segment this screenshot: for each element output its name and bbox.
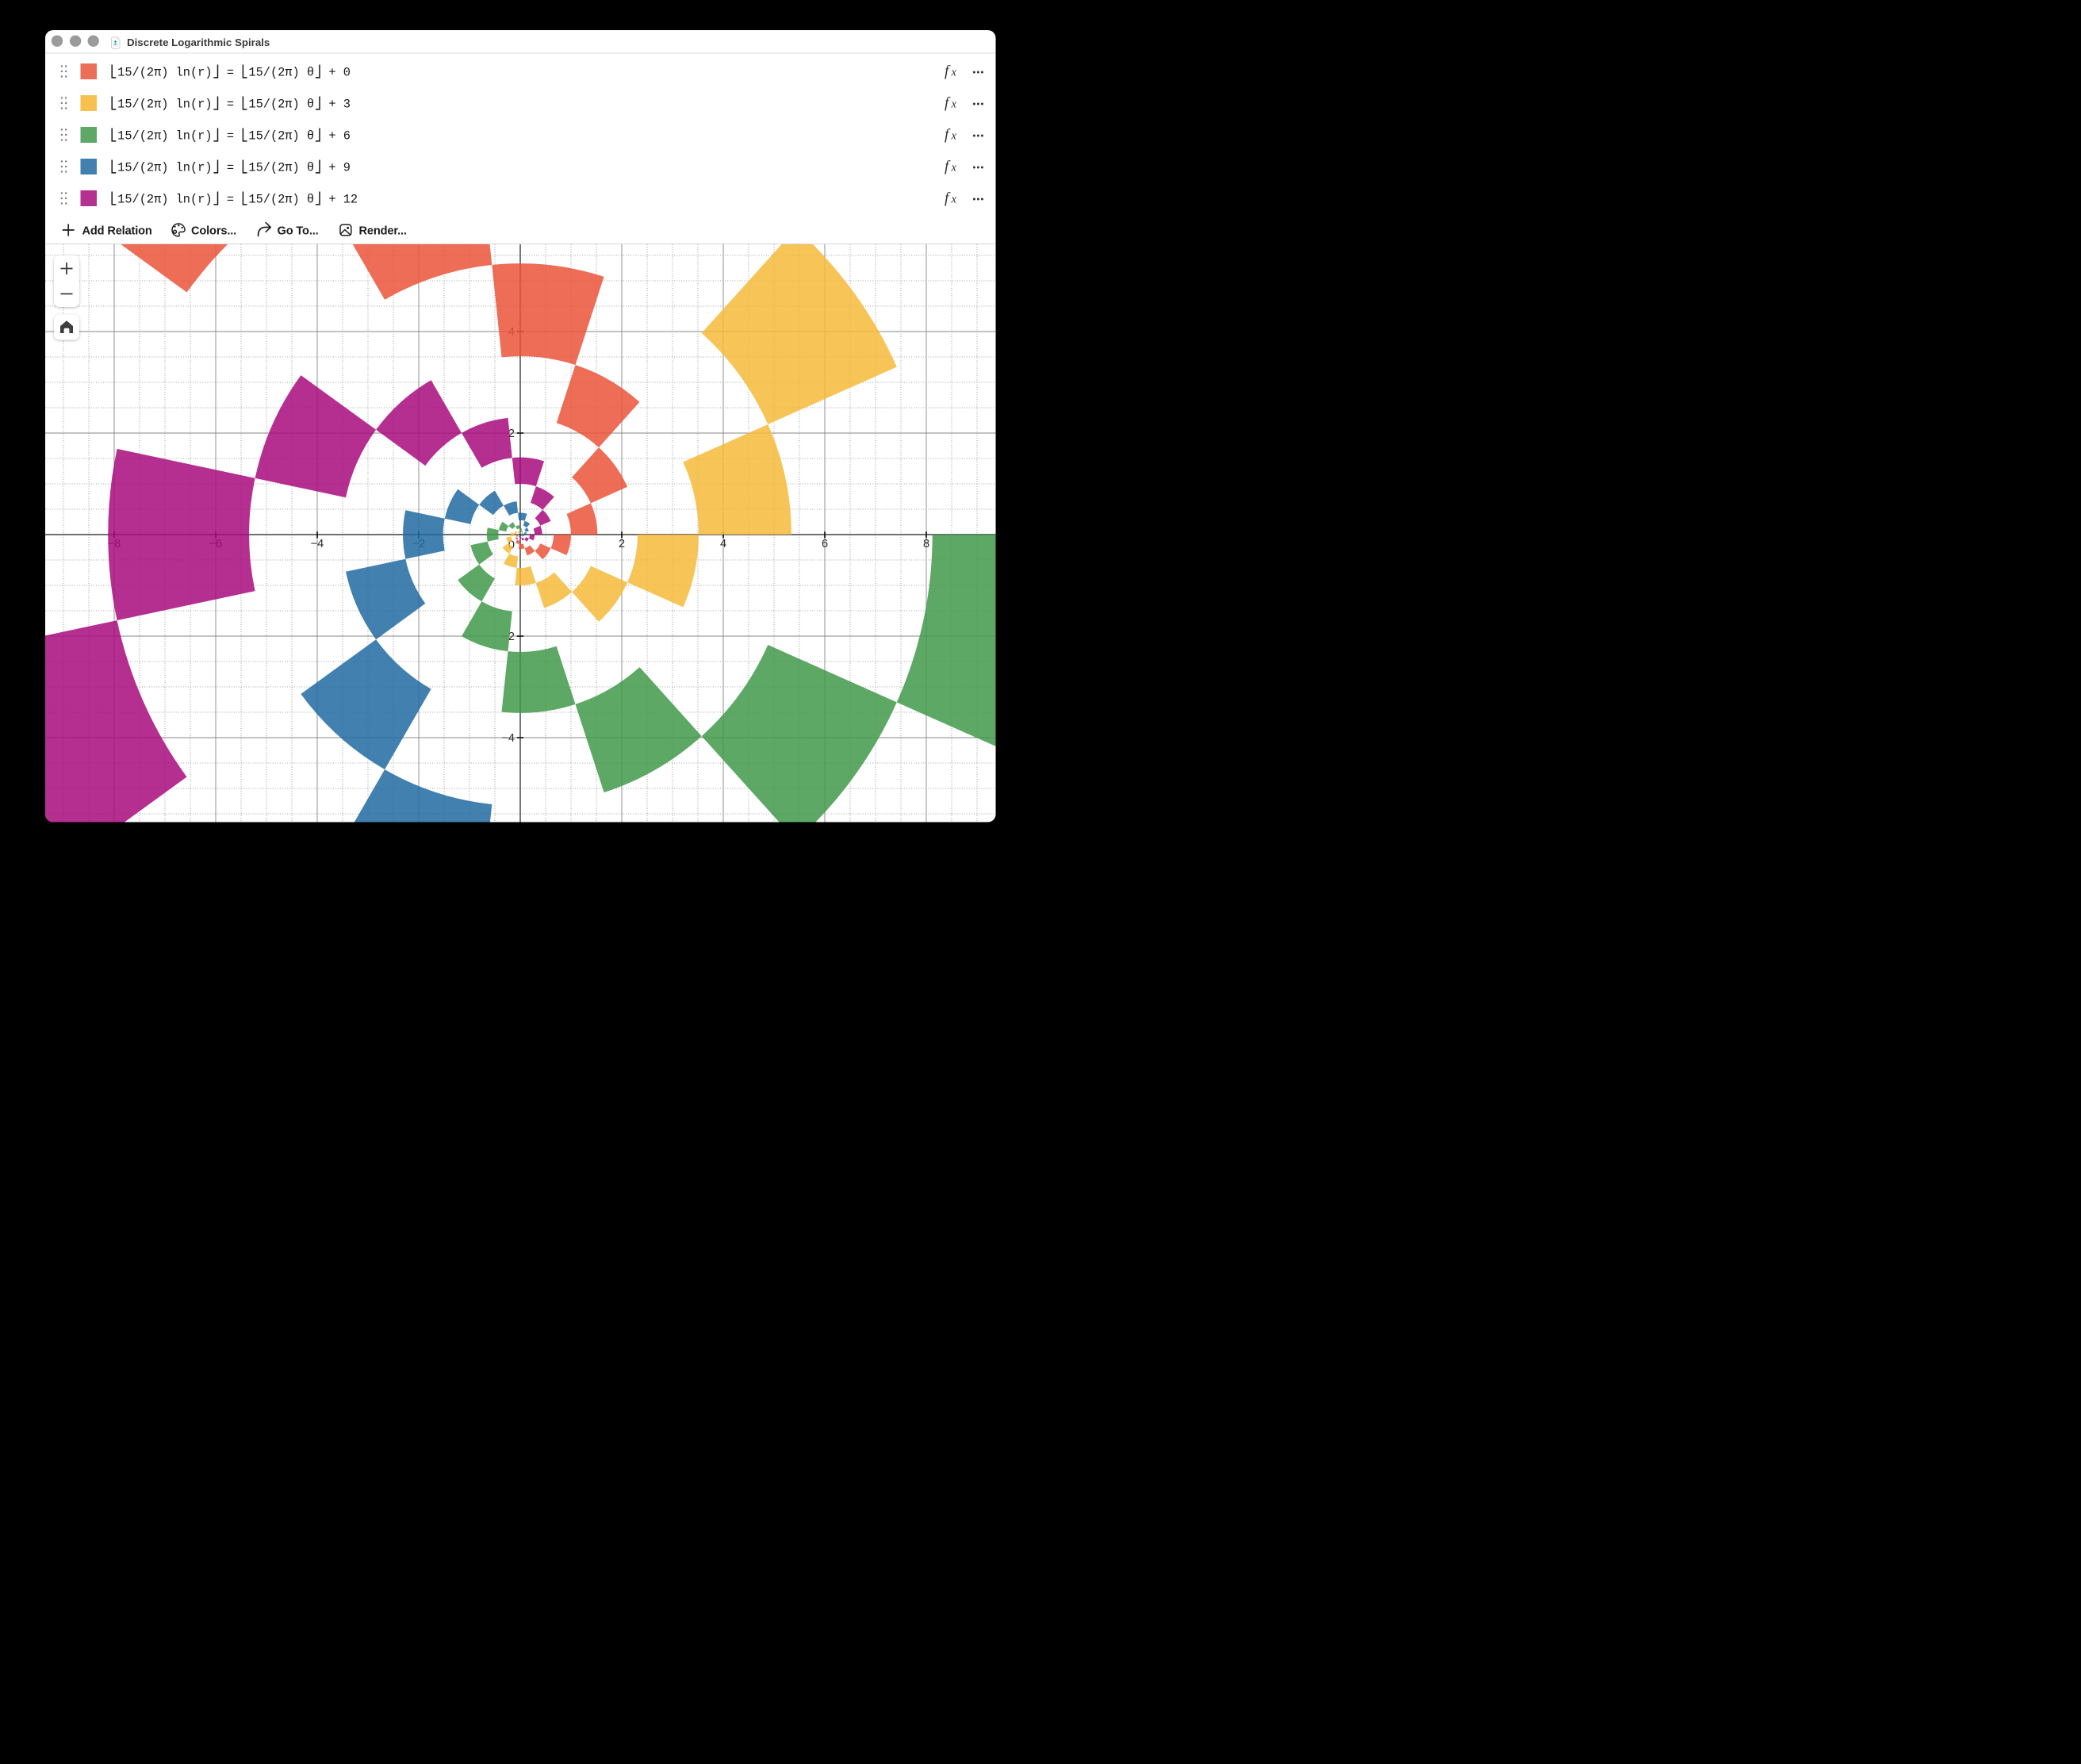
svg-text:Discrete Logarithmic Spirals: Discrete Logarithmic Spirals	[127, 36, 270, 48]
svg-text:f: f	[945, 159, 951, 175]
svg-text:f: f	[945, 63, 951, 80]
svg-text:6: 6	[822, 538, 828, 550]
svg-text:0: 0	[508, 539, 515, 552]
svg-text:f: f	[945, 127, 951, 144]
svg-text:Add Relation: Add Relation	[82, 224, 152, 237]
svg-text:2: 2	[508, 428, 515, 440]
svg-text:8: 8	[923, 538, 929, 550]
svg-text:15/(2π) ln(r) = 15/(2π) θ +: 15/(2π) ln(r) = 15/(2π) θ + 0	[110, 65, 351, 79]
svg-text:4: 4	[720, 538, 726, 550]
svg-text:Colors...: Colors...	[191, 224, 236, 237]
svg-text:15/(2π) ln(r) = 15/(2π) θ +: 15/(2π) ln(r) = 15/(2π) θ + 9	[110, 160, 351, 174]
svg-text:x: x	[951, 67, 957, 79]
svg-text:2: 2	[619, 538, 625, 550]
svg-text:Render...: Render...	[359, 224, 407, 237]
svg-text:x: x	[951, 98, 957, 111]
svg-text:x: x	[951, 194, 957, 206]
svg-text:f: f	[945, 190, 951, 207]
svg-text:Go To...: Go To...	[278, 224, 319, 237]
svg-text:x: x	[951, 130, 957, 143]
svg-text:15/(2π) ln(r) = 15/(2π) θ +: 15/(2π) ln(r) = 15/(2π) θ + 12	[110, 192, 358, 206]
svg-text:f: f	[945, 95, 951, 112]
svg-text:x: x	[951, 162, 957, 174]
svg-text:−4: −4	[311, 538, 324, 550]
svg-text:15/(2π) ln(r) = 15/(2π) θ +: 15/(2π) ln(r) = 15/(2π) θ + 3	[110, 97, 351, 111]
svg-text:−4: −4	[501, 732, 515, 745]
svg-text:15/(2π) ln(r) = 15/(2π) θ +: 15/(2π) ln(r) = 15/(2π) θ + 6	[110, 128, 351, 143]
